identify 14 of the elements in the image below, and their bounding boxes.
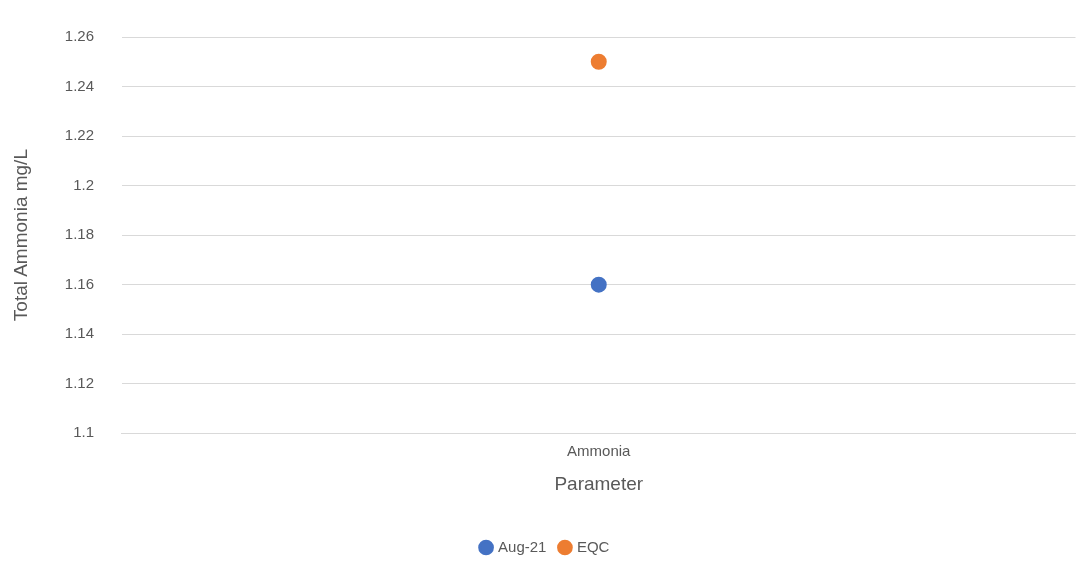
y-tick-label: 1.12: [64, 373, 94, 391]
y-tick-label: 1.16: [64, 274, 94, 292]
y-tick-label: 1.1: [73, 423, 94, 441]
y-tick-label: 1.24: [64, 76, 94, 94]
legend-label: Aug-21: [498, 537, 547, 555]
y-tick-label: 1.2: [73, 175, 94, 193]
y-tick-label: 1.14: [64, 324, 94, 342]
x-tick-label: Ammonia: [567, 442, 632, 460]
x-axis-title: Parameter: [554, 472, 644, 494]
legend-label: EQC: [576, 537, 610, 555]
y-tick-label: 1.22: [64, 126, 94, 144]
y-axis-title: Total Ammonia mg/L: [9, 149, 31, 322]
y-tick-label: 1.26: [64, 27, 94, 45]
y-tick-label: 1.18: [64, 225, 94, 243]
